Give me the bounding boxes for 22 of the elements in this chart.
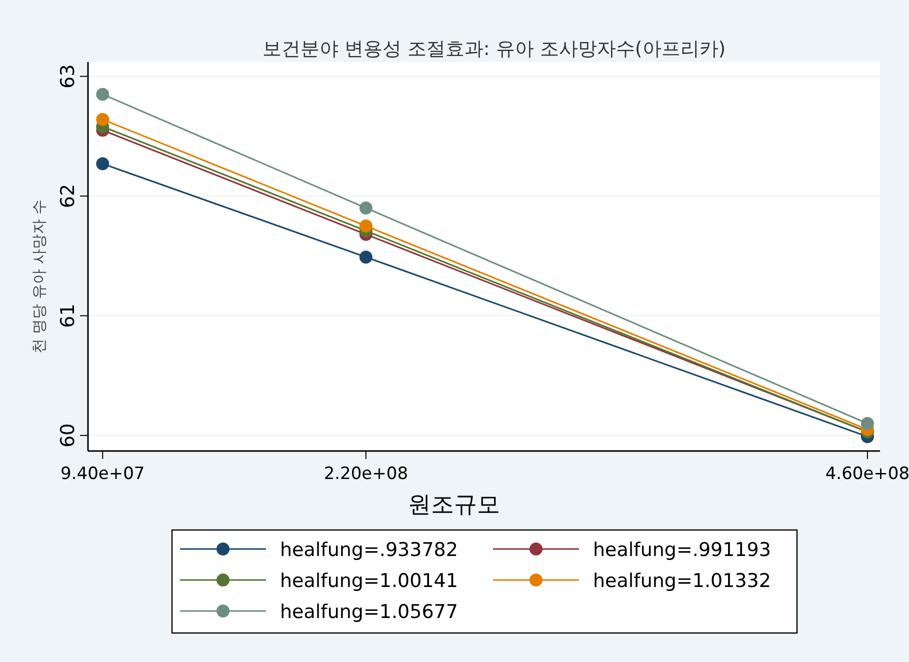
point xyxy=(96,112,110,126)
x-axis-title: 원조규모 xyxy=(408,492,500,518)
y-tick-label: 62 xyxy=(57,184,79,208)
legend-label: healfung=1.01332 xyxy=(593,570,771,592)
y-axis-title: 천 명당 유아 사망자 수 xyxy=(30,199,48,354)
y-tick-label: 63 xyxy=(57,64,79,88)
x-tick-label: 9.40e+07 xyxy=(60,464,145,484)
x-tick-label: 2.20e+08 xyxy=(324,464,408,484)
point xyxy=(359,250,372,264)
point xyxy=(96,88,110,101)
legend-label: healfung=.991193 xyxy=(593,539,771,561)
y-tick-label: 61 xyxy=(57,304,79,328)
point xyxy=(359,219,372,232)
point xyxy=(96,157,110,170)
legend-label: healfung=1.05677 xyxy=(280,601,458,623)
legend-label: healfung=1.00141 xyxy=(280,570,458,592)
chart-title: 보건분야 변용성 조절효과: 유아 조사망자수(아프리카) xyxy=(262,38,726,60)
legend-label: healfung=.933782 xyxy=(280,539,458,561)
point xyxy=(860,416,874,430)
point xyxy=(359,202,372,215)
x-tick-label: 4.60e+08 xyxy=(825,464,909,484)
y-tick-label: 60 xyxy=(57,423,79,448)
